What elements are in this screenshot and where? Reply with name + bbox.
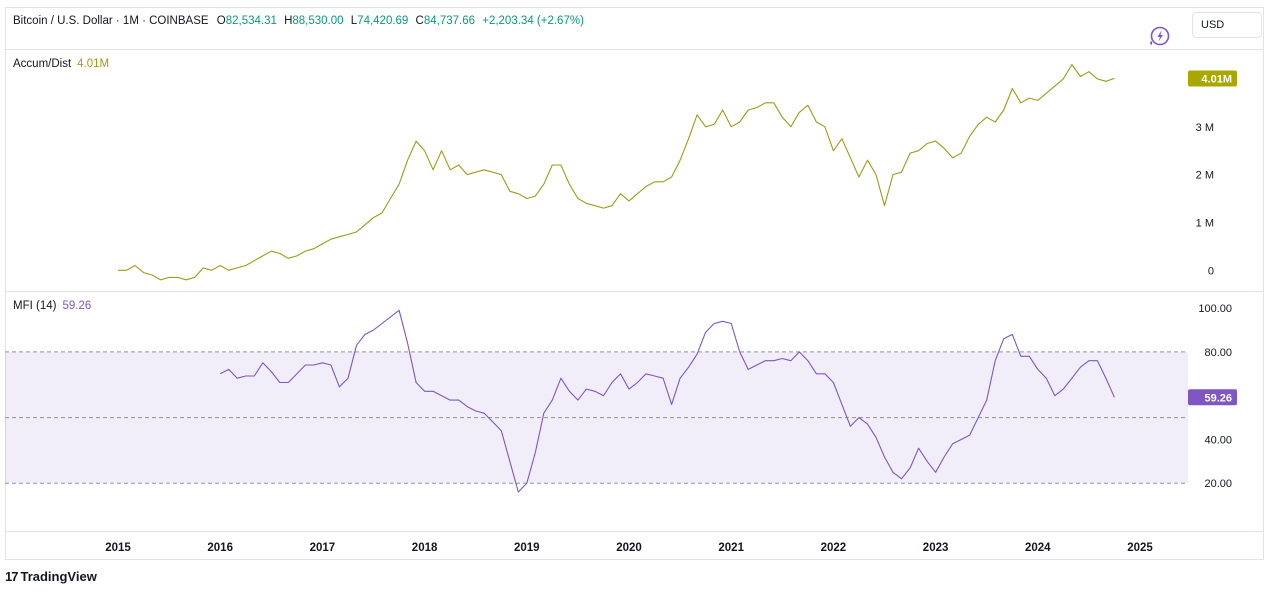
pane-divider[interactable] bbox=[5, 291, 1264, 292]
low-value: 74,420.69 bbox=[357, 15, 409, 27]
mfi-y-tick-label: 100.00 bbox=[1198, 303, 1232, 315]
mfi-y-tick-label: 20.00 bbox=[1204, 478, 1232, 490]
ad-y-tick-label: 2 M bbox=[1196, 170, 1214, 182]
time-axis-label: 2015 bbox=[105, 542, 131, 554]
ad-series-line bbox=[118, 64, 1115, 281]
ad-last-value-label: 4.01M bbox=[1201, 73, 1232, 85]
mfi-series-line bbox=[219, 309, 1115, 493]
time-axis-label: 2019 bbox=[514, 542, 540, 554]
ad-legend-value: 4.01M bbox=[77, 58, 110, 70]
ad-last-value-label-bg bbox=[1188, 70, 1237, 87]
chart-frame bbox=[5, 7, 1264, 560]
currency-button[interactable]: USD bbox=[1192, 12, 1262, 38]
time-axis-label: 2024 bbox=[1025, 542, 1051, 554]
time-axis-divider bbox=[5, 531, 1264, 532]
tradingview-logo[interactable]: 17 TradingView bbox=[5, 569, 97, 584]
time-axis-label: 2020 bbox=[616, 542, 642, 554]
symbol-title[interactable]: Bitcoin / U.S. Dollar · 1M · COINBASE bbox=[13, 15, 209, 27]
pane-divider-top bbox=[5, 49, 1264, 50]
open-key: O bbox=[216, 15, 226, 27]
time-axis-label: 2022 bbox=[821, 542, 847, 554]
high-value: 88,530.00 bbox=[292, 15, 344, 27]
ad-y-tick-label: 3 M bbox=[1196, 122, 1214, 134]
mfi-legend-value: 59.26 bbox=[62, 300, 92, 312]
time-axis-label: 2023 bbox=[923, 542, 949, 554]
close-key: C bbox=[415, 15, 424, 27]
low-key: L bbox=[350, 15, 358, 27]
time-axis-label: 2018 bbox=[412, 542, 438, 554]
symbol-header: Bitcoin / U.S. Dollar · 1M · COINBASE O8… bbox=[13, 15, 584, 31]
change-value: +2,203.34 (+2.67%) bbox=[482, 15, 584, 27]
time-axis-label: 2021 bbox=[718, 542, 744, 554]
high-key: H bbox=[284, 15, 293, 27]
mfi-y-tick-label: 80.00 bbox=[1204, 347, 1232, 359]
mfi-y-tick-label: 40.00 bbox=[1204, 434, 1232, 446]
mfi-last-value-label: 59.26 bbox=[1204, 392, 1232, 404]
time-axis-label: 2017 bbox=[310, 542, 336, 554]
close-value: 84,737.66 bbox=[423, 15, 476, 27]
brand-name: TradingView bbox=[20, 569, 97, 584]
lightning-circle-icon[interactable] bbox=[1147, 25, 1171, 49]
ad-y-tick-label: 1 M bbox=[1196, 217, 1214, 229]
mfi-last-value-label-bg bbox=[1188, 389, 1237, 406]
time-axis-label: 2025 bbox=[1127, 542, 1153, 554]
open-value: 82,534.31 bbox=[225, 15, 277, 27]
ad-y-tick-label: 0 bbox=[1208, 265, 1214, 277]
ad-legend-name: Accum/Dist bbox=[13, 58, 72, 70]
time-axis-label: 2016 bbox=[207, 542, 233, 554]
mfi-legend[interactable]: MFI (14) 59.26 bbox=[13, 300, 91, 312]
mfi-legend-name: MFI (14) bbox=[13, 300, 57, 312]
ad-legend[interactable]: Accum/Dist 4.01M bbox=[13, 58, 109, 70]
tradingview-logo-icon: 17 bbox=[5, 569, 19, 584]
